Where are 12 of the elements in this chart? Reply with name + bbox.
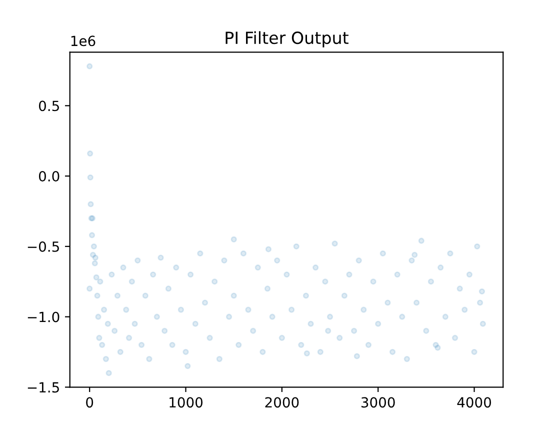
y-tick-label: 0.5	[38, 100, 59, 112]
x-tick-label: 1000	[170, 397, 203, 408]
y-tick-label: 0.0	[38, 171, 60, 182]
chart-title: PI Filter Output	[226, 31, 348, 48]
x-tick-label: 3000	[361, 397, 395, 408]
y-tick-label: −1.5	[28, 382, 59, 393]
x-tick-label: 0	[86, 397, 94, 408]
text: 1e6	[71, 36, 96, 46]
x-tick-label: 2000	[265, 397, 299, 408]
x-tick-label: 4000	[457, 397, 491, 408]
y-tick-label: −1.0	[28, 312, 60, 322]
y-tick-label: −0.5	[28, 241, 59, 252]
